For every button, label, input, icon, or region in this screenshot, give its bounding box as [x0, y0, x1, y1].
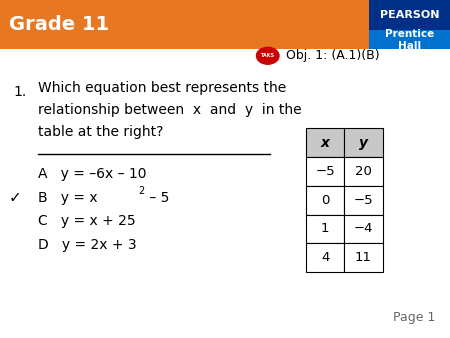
FancyBboxPatch shape — [0, 0, 450, 49]
FancyBboxPatch shape — [344, 186, 382, 215]
FancyBboxPatch shape — [369, 30, 450, 49]
Text: 1.: 1. — [14, 84, 27, 98]
Text: y: y — [359, 136, 368, 150]
FancyBboxPatch shape — [344, 128, 382, 157]
Text: 1: 1 — [321, 222, 329, 236]
Text: 2: 2 — [139, 186, 145, 196]
Text: Prentice
Hall: Prentice Hall — [385, 29, 434, 50]
FancyBboxPatch shape — [306, 186, 344, 215]
Text: x: x — [320, 136, 329, 150]
Text: 4: 4 — [321, 251, 329, 264]
Text: relationship between  x  and  y  in the: relationship between x and y in the — [38, 103, 302, 117]
Text: – 5: – 5 — [145, 191, 169, 205]
FancyBboxPatch shape — [306, 157, 344, 186]
Text: table at the right?: table at the right? — [38, 125, 164, 139]
FancyBboxPatch shape — [344, 215, 382, 243]
Text: A   y = –6x – 10: A y = –6x – 10 — [38, 167, 147, 181]
Text: −4: −4 — [354, 222, 373, 236]
FancyBboxPatch shape — [306, 128, 344, 157]
FancyBboxPatch shape — [344, 157, 382, 186]
Text: 11: 11 — [355, 251, 372, 264]
Text: Page 1: Page 1 — [393, 312, 435, 324]
Circle shape — [256, 47, 279, 64]
Text: C   y = x + 25: C y = x + 25 — [38, 214, 136, 228]
FancyBboxPatch shape — [306, 215, 344, 243]
Text: PEARSON: PEARSON — [380, 10, 439, 20]
Text: ✓: ✓ — [9, 190, 22, 205]
Text: D   y = 2x + 3: D y = 2x + 3 — [38, 238, 137, 252]
Text: Which equation best represents the: Which equation best represents the — [38, 81, 287, 95]
Text: Obj. 1: (A.1)(B): Obj. 1: (A.1)(B) — [286, 49, 379, 62]
Text: −5: −5 — [354, 194, 373, 207]
Text: B   y = x: B y = x — [38, 191, 98, 205]
Text: −5: −5 — [315, 165, 335, 178]
Text: 0: 0 — [321, 194, 329, 207]
FancyBboxPatch shape — [306, 243, 344, 272]
Text: TAKS: TAKS — [261, 53, 275, 58]
Text: 20: 20 — [355, 165, 372, 178]
Text: Grade 11: Grade 11 — [9, 15, 109, 34]
FancyBboxPatch shape — [344, 243, 382, 272]
FancyBboxPatch shape — [369, 0, 450, 30]
